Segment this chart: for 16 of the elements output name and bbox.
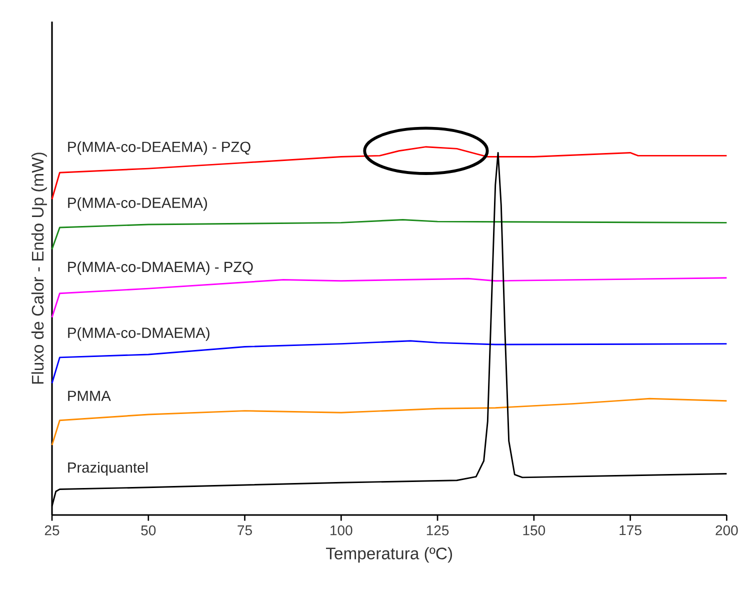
- x-tick-label: 25: [44, 525, 60, 536]
- y-axis-title: Fluxo de Calor - Endo Up (mW): [31, 152, 47, 384]
- series-label: P(MMA-co-DMAEMA): [68, 327, 210, 341]
- x-tick-label: 175: [620, 525, 642, 536]
- series-label: P(MMA-co-DMAEMA) - PZQ: [68, 261, 253, 275]
- x-tick-label: 75: [238, 525, 252, 536]
- series-label: Praziquantel: [68, 462, 148, 476]
- x-tick-label: 50: [141, 525, 156, 536]
- series-label: P(MMA-co-DEAEMA) - PZQ: [68, 141, 250, 155]
- x-tick-label: 200: [716, 525, 738, 536]
- x-tick-label: 150: [523, 525, 546, 536]
- x-tick-label: 100: [330, 525, 352, 536]
- x-tick-label: 125: [426, 525, 449, 536]
- x-axis-title: Temperatura (ºC): [326, 547, 452, 563]
- series-label: PMMA: [68, 390, 111, 401]
- series-label: P(MMA-co-DEAEMA): [68, 197, 207, 211]
